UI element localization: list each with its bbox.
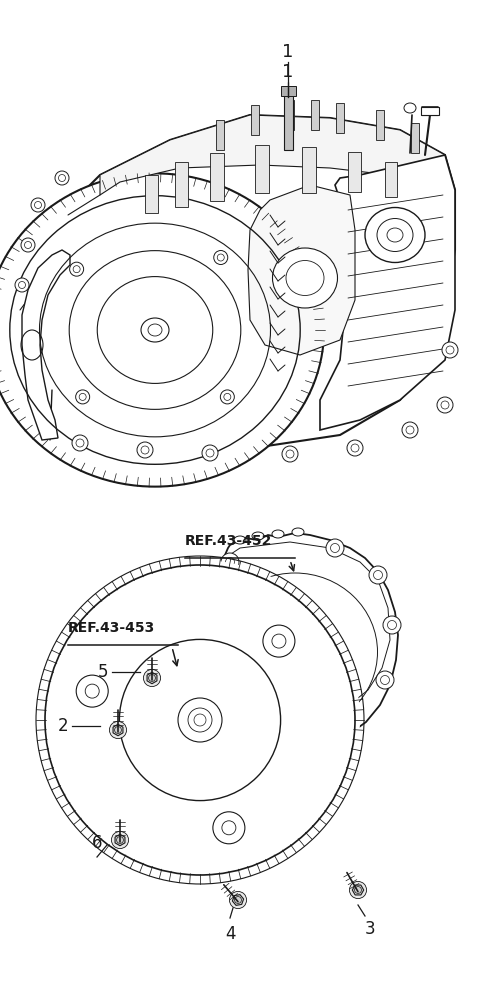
Bar <box>286 100 294 130</box>
Bar <box>385 162 397 197</box>
Circle shape <box>282 446 298 462</box>
Polygon shape <box>352 885 364 895</box>
Ellipse shape <box>365 207 425 262</box>
Text: 3: 3 <box>365 920 375 938</box>
Circle shape <box>137 442 153 458</box>
Ellipse shape <box>273 248 337 308</box>
Circle shape <box>178 698 222 742</box>
Bar <box>145 175 158 213</box>
Circle shape <box>111 831 129 848</box>
Circle shape <box>369 566 387 584</box>
Circle shape <box>349 881 367 898</box>
Polygon shape <box>320 155 455 430</box>
Circle shape <box>70 262 84 276</box>
Circle shape <box>189 641 207 659</box>
Ellipse shape <box>0 174 324 486</box>
Circle shape <box>45 565 355 875</box>
Ellipse shape <box>292 528 304 536</box>
Polygon shape <box>193 533 398 782</box>
Bar <box>251 105 259 135</box>
Ellipse shape <box>252 532 264 540</box>
Circle shape <box>221 553 239 571</box>
Circle shape <box>31 198 45 212</box>
Circle shape <box>201 691 219 709</box>
Ellipse shape <box>404 103 416 113</box>
Circle shape <box>196 589 214 607</box>
Circle shape <box>402 422 418 438</box>
Circle shape <box>213 812 245 844</box>
Polygon shape <box>232 894 244 906</box>
Ellipse shape <box>265 623 325 680</box>
Polygon shape <box>248 185 355 355</box>
Bar <box>336 103 344 133</box>
Polygon shape <box>100 115 445 195</box>
Circle shape <box>76 675 108 708</box>
Bar <box>255 145 269 193</box>
Circle shape <box>326 539 344 557</box>
Circle shape <box>21 238 35 252</box>
Circle shape <box>442 342 458 358</box>
Circle shape <box>291 729 309 747</box>
Bar <box>210 153 224 201</box>
Ellipse shape <box>12 318 52 373</box>
Ellipse shape <box>234 536 246 544</box>
Circle shape <box>229 891 247 909</box>
Circle shape <box>40 560 360 880</box>
Polygon shape <box>20 115 455 450</box>
Ellipse shape <box>141 318 169 342</box>
Circle shape <box>263 625 295 657</box>
Polygon shape <box>113 725 123 736</box>
Circle shape <box>72 435 88 451</box>
Circle shape <box>55 171 69 185</box>
Text: 5: 5 <box>97 663 108 681</box>
Bar <box>175 162 188 207</box>
Circle shape <box>347 440 363 456</box>
Bar <box>421 107 439 115</box>
Bar <box>376 110 384 140</box>
Bar <box>302 147 316 193</box>
Circle shape <box>220 390 234 404</box>
Polygon shape <box>115 834 125 846</box>
Bar <box>216 120 224 150</box>
Bar <box>411 123 419 153</box>
Text: 2: 2 <box>58 717 68 735</box>
Circle shape <box>241 721 259 739</box>
Text: 1: 1 <box>282 43 294 61</box>
Bar <box>281 86 296 96</box>
Polygon shape <box>147 672 157 683</box>
Circle shape <box>339 711 357 729</box>
Circle shape <box>437 397 453 413</box>
Circle shape <box>144 669 161 686</box>
Text: 6: 6 <box>92 834 102 852</box>
Circle shape <box>202 445 218 461</box>
Text: REF.43-452: REF.43-452 <box>185 534 272 548</box>
Text: REF.43-453: REF.43-453 <box>68 621 155 635</box>
Circle shape <box>214 250 228 264</box>
Bar <box>284 95 293 150</box>
Bar <box>348 152 361 192</box>
Circle shape <box>383 616 401 634</box>
Circle shape <box>376 671 394 689</box>
Text: 1: 1 <box>282 63 294 81</box>
Bar <box>311 100 319 130</box>
Ellipse shape <box>272 530 284 538</box>
Circle shape <box>76 390 90 404</box>
Text: 4: 4 <box>225 925 235 943</box>
Polygon shape <box>22 250 70 440</box>
Circle shape <box>109 722 127 739</box>
Circle shape <box>15 278 29 292</box>
